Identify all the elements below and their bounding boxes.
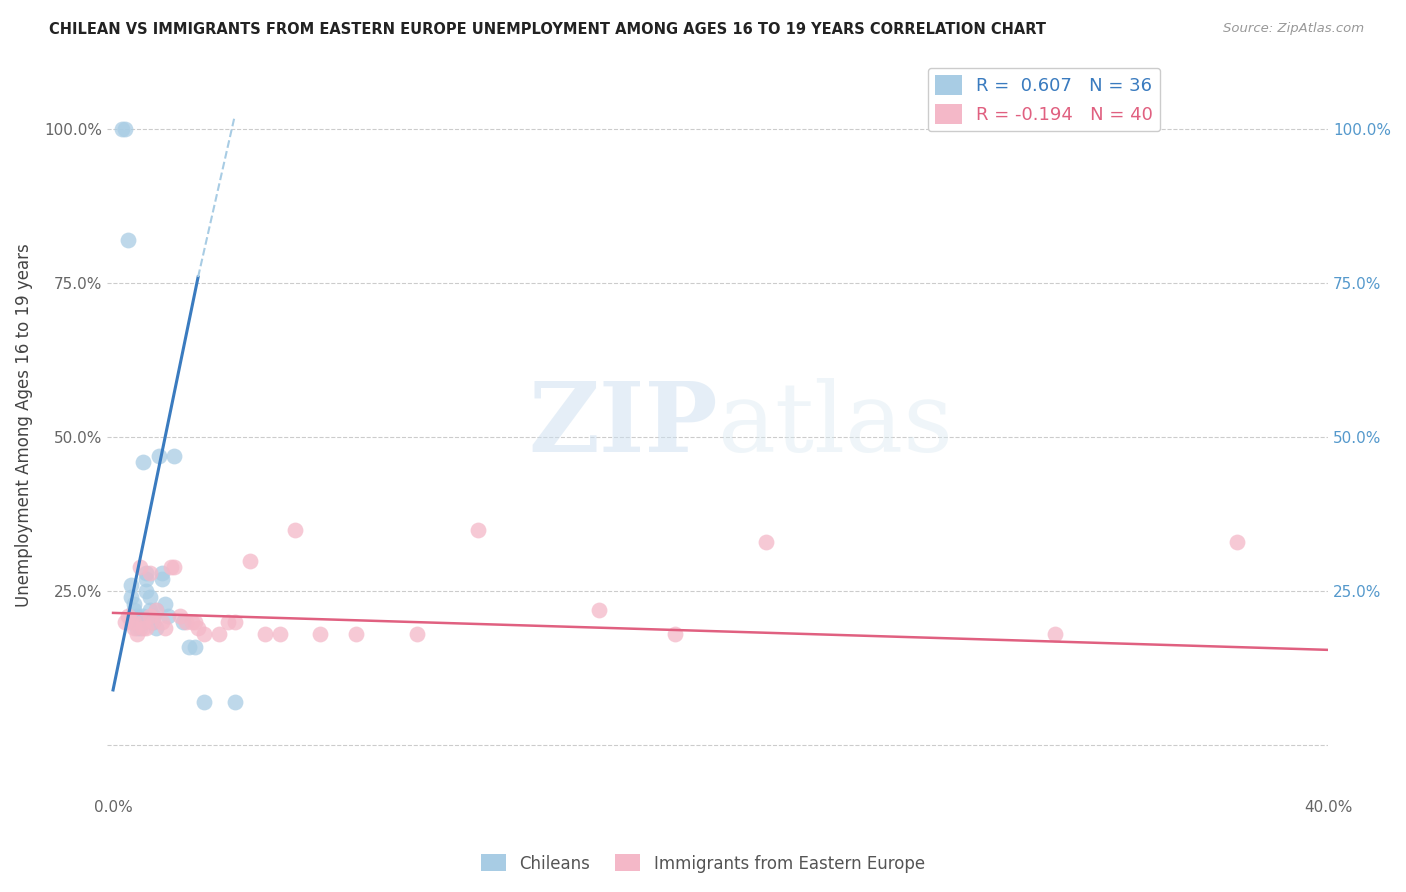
Point xyxy=(120,578,142,592)
Legend: Chileans, Immigrants from Eastern Europe: Chileans, Immigrants from Eastern Europe xyxy=(474,847,932,880)
Y-axis label: Unemployment Among Ages 16 to 19 years: Unemployment Among Ages 16 to 19 years xyxy=(15,243,32,607)
Point xyxy=(124,615,146,629)
Point xyxy=(224,695,246,709)
Point xyxy=(664,627,686,641)
Point xyxy=(138,591,160,605)
Text: ZIP: ZIP xyxy=(529,378,717,472)
Point xyxy=(145,603,167,617)
Point xyxy=(184,615,207,629)
Point xyxy=(114,615,136,629)
Point xyxy=(208,627,231,641)
Point xyxy=(344,627,367,641)
Point xyxy=(135,584,157,599)
Point xyxy=(172,615,194,629)
Point xyxy=(150,572,173,586)
Point xyxy=(132,609,155,624)
Point xyxy=(156,609,179,624)
Point xyxy=(308,627,330,641)
Point xyxy=(153,597,176,611)
Point xyxy=(127,609,149,624)
Point xyxy=(588,603,610,617)
Point xyxy=(181,615,204,629)
Point xyxy=(132,621,155,635)
Point xyxy=(169,609,191,624)
Point xyxy=(193,627,215,641)
Point xyxy=(253,627,276,641)
Point xyxy=(150,566,173,580)
Point xyxy=(193,695,215,709)
Point xyxy=(1043,627,1066,641)
Point xyxy=(127,615,149,629)
Text: atlas: atlas xyxy=(717,378,953,472)
Point xyxy=(269,627,291,641)
Point xyxy=(141,615,163,629)
Point xyxy=(129,615,152,629)
Point xyxy=(174,615,197,629)
Point xyxy=(153,621,176,635)
Point xyxy=(135,566,157,580)
Point xyxy=(138,566,160,580)
Point xyxy=(124,621,146,635)
Point xyxy=(163,559,186,574)
Point xyxy=(135,572,157,586)
Point xyxy=(141,609,163,624)
Point xyxy=(145,603,167,617)
Point xyxy=(1226,535,1249,549)
Point xyxy=(129,621,152,635)
Point xyxy=(145,621,167,635)
Point xyxy=(284,523,307,537)
Point xyxy=(132,455,155,469)
Point xyxy=(467,523,489,537)
Point xyxy=(163,449,186,463)
Point xyxy=(120,591,142,605)
Point xyxy=(127,621,149,635)
Point xyxy=(132,615,155,629)
Point xyxy=(405,627,427,641)
Point xyxy=(114,122,136,136)
Legend: R =  0.607   N = 36, R = -0.194   N = 40: R = 0.607 N = 36, R = -0.194 N = 40 xyxy=(928,68,1160,131)
Point xyxy=(124,597,146,611)
Point xyxy=(159,559,181,574)
Point xyxy=(132,615,155,629)
Point xyxy=(138,609,160,624)
Text: Source: ZipAtlas.com: Source: ZipAtlas.com xyxy=(1223,22,1364,36)
Point xyxy=(184,640,207,654)
Point xyxy=(120,615,142,629)
Point xyxy=(138,603,160,617)
Point xyxy=(177,640,200,654)
Point xyxy=(141,615,163,629)
Point xyxy=(111,122,134,136)
Text: CHILEAN VS IMMIGRANTS FROM EASTERN EUROPE UNEMPLOYMENT AMONG AGES 16 TO 19 YEARS: CHILEAN VS IMMIGRANTS FROM EASTERN EUROP… xyxy=(49,22,1046,37)
Point xyxy=(224,615,246,629)
Point xyxy=(150,615,173,629)
Point xyxy=(148,449,170,463)
Point xyxy=(124,603,146,617)
Point xyxy=(129,615,152,629)
Point xyxy=(755,535,778,549)
Point xyxy=(218,615,240,629)
Point xyxy=(117,233,139,247)
Point xyxy=(187,621,209,635)
Point xyxy=(127,627,149,641)
Point xyxy=(117,609,139,624)
Point xyxy=(239,553,262,567)
Point xyxy=(135,621,157,635)
Point xyxy=(129,559,152,574)
